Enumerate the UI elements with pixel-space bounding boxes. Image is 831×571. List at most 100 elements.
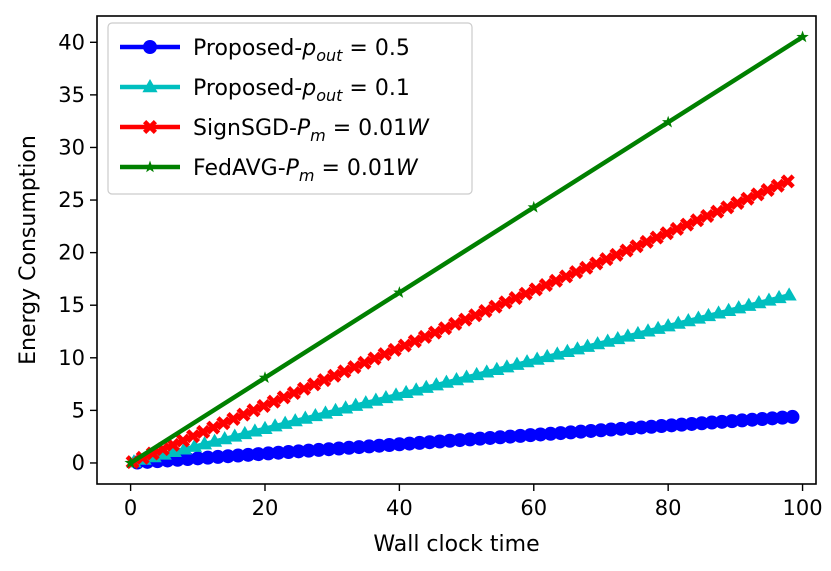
x-tick-label: 0 bbox=[124, 496, 137, 520]
legend-entry: SignSGD-Pm = 0.01W bbox=[120, 116, 430, 145]
x-axis-label: Wall clock time bbox=[373, 532, 539, 557]
series-point bbox=[740, 191, 755, 206]
y-tick-label: 25 bbox=[58, 188, 85, 212]
series-point bbox=[321, 442, 336, 457]
series-point bbox=[317, 373, 332, 388]
legend-marker bbox=[142, 79, 158, 93]
series-point bbox=[286, 386, 301, 401]
series-point bbox=[548, 273, 563, 288]
series-point bbox=[176, 433, 191, 448]
series-point bbox=[246, 403, 261, 418]
series-point bbox=[796, 30, 809, 43]
series-point bbox=[417, 329, 432, 344]
legend-prefix: Proposed- bbox=[193, 76, 302, 101]
series-point bbox=[251, 447, 266, 462]
series-point bbox=[785, 409, 800, 424]
y-tick-label: 10 bbox=[58, 346, 85, 370]
legend-marker bbox=[143, 160, 157, 173]
series-point bbox=[483, 430, 498, 445]
axes: 0 20 40 60 80 100 0 5 10 15 20 25 30 35 40 bbox=[58, 15, 823, 520]
series-point bbox=[266, 394, 281, 409]
series-point bbox=[760, 183, 775, 198]
series-point bbox=[200, 450, 215, 465]
series-point bbox=[674, 417, 689, 432]
series-point bbox=[256, 398, 271, 413]
series-point bbox=[432, 434, 447, 449]
series-point bbox=[473, 431, 488, 446]
series-point bbox=[579, 260, 594, 275]
series-point bbox=[281, 445, 296, 460]
series-point bbox=[538, 278, 553, 293]
series-point bbox=[725, 414, 740, 429]
series-point bbox=[775, 410, 790, 425]
series-point bbox=[639, 234, 654, 249]
series-point bbox=[714, 414, 729, 429]
series-point bbox=[533, 427, 548, 442]
series-point bbox=[231, 448, 246, 463]
series-point bbox=[589, 256, 604, 271]
legend-math-base: P bbox=[297, 116, 311, 141]
series-2 bbox=[126, 287, 797, 468]
series-point bbox=[664, 418, 679, 433]
y-tick-label: 0 bbox=[72, 451, 85, 475]
series-point bbox=[392, 437, 407, 452]
legend-entry: Proposed-pout = 0.1 bbox=[120, 76, 410, 105]
y-axis-label: Energy Consumption bbox=[16, 135, 41, 365]
series-point bbox=[258, 371, 272, 384]
series-point bbox=[508, 291, 523, 306]
legend-math-sub: m bbox=[310, 126, 326, 145]
series-point bbox=[599, 252, 614, 267]
series-point bbox=[559, 269, 574, 284]
series-point bbox=[523, 428, 538, 443]
y-tick-label: 20 bbox=[58, 241, 85, 265]
y-tick-label: 30 bbox=[58, 135, 85, 159]
series-point bbox=[301, 443, 316, 458]
series-point bbox=[291, 444, 306, 459]
series-point bbox=[372, 438, 387, 453]
series-point bbox=[745, 412, 760, 427]
series-point bbox=[488, 299, 503, 314]
series-point bbox=[679, 217, 694, 232]
plot-area bbox=[124, 30, 809, 470]
series-point bbox=[765, 411, 780, 426]
series-point bbox=[619, 243, 634, 258]
series-point bbox=[458, 312, 473, 327]
series-point bbox=[190, 451, 205, 466]
series-point bbox=[690, 213, 705, 228]
series-point bbox=[527, 200, 540, 213]
series-line bbox=[129, 35, 804, 465]
series-point bbox=[468, 308, 483, 323]
legend-entry: Proposed-pout = 0.5 bbox=[120, 36, 410, 65]
series-point bbox=[362, 439, 377, 454]
legend-marker bbox=[143, 120, 157, 134]
series-point bbox=[604, 422, 619, 437]
series-point bbox=[700, 208, 715, 223]
series-point bbox=[226, 411, 241, 426]
series-point bbox=[296, 381, 311, 396]
series-point bbox=[124, 456, 137, 469]
legend-prefix: FedAVG- bbox=[193, 156, 286, 181]
series-point bbox=[730, 196, 745, 211]
series-point bbox=[442, 433, 457, 448]
series-point bbox=[186, 429, 201, 444]
legend-math-tail: W bbox=[396, 156, 419, 181]
y-tick-label: 5 bbox=[72, 398, 85, 422]
series-point bbox=[327, 368, 342, 383]
legend-math-rest: = 0.5 bbox=[342, 36, 409, 61]
series-point bbox=[780, 174, 795, 189]
series-point bbox=[770, 178, 785, 193]
series-point bbox=[276, 390, 291, 405]
x-tick-label: 100 bbox=[783, 496, 823, 520]
series-point bbox=[448, 316, 463, 331]
series-point bbox=[704, 415, 719, 430]
legend-entry: FedAVG-Pm = 0.01W bbox=[120, 156, 419, 185]
series-point bbox=[583, 423, 598, 438]
series-point bbox=[649, 230, 664, 245]
series-point bbox=[573, 424, 588, 439]
series-point bbox=[750, 187, 765, 202]
series-point bbox=[331, 441, 346, 456]
series-4 bbox=[124, 30, 809, 469]
series-point bbox=[341, 440, 356, 455]
series-point bbox=[180, 452, 195, 467]
